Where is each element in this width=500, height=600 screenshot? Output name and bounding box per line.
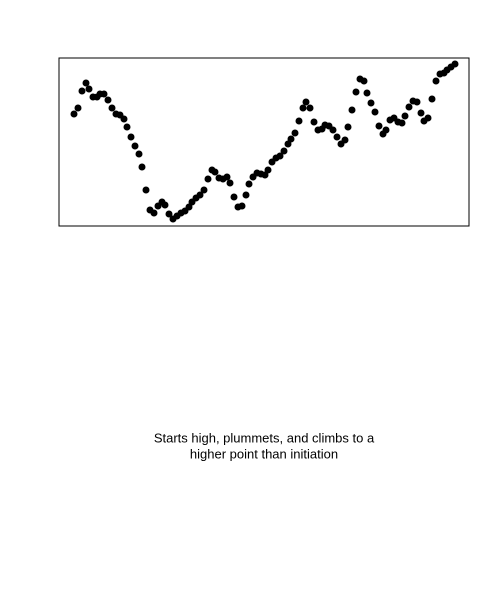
data-point [375,122,383,130]
data-point [333,133,341,141]
data-point [245,180,253,188]
data-point [78,87,86,95]
data-point [150,209,158,217]
data-point [100,90,108,98]
data-point [264,166,272,174]
data-point [291,129,299,137]
data-point [165,210,173,218]
data-point [230,193,238,201]
data-point [138,163,146,171]
data-point [104,96,112,104]
data-point [276,152,284,160]
data-point [287,135,295,143]
data-point [371,108,379,116]
data-point [82,79,90,87]
data-point [424,114,432,122]
data-point [238,202,246,210]
data-point [161,201,169,209]
data-point [382,126,390,134]
data-point [142,186,150,194]
data-point [405,103,413,111]
data-point [242,191,250,199]
plot-frame [58,57,470,227]
data-point [413,98,421,106]
data-point [451,60,459,68]
data-point [226,179,234,187]
data-point [417,109,425,117]
data-point [196,191,204,199]
data-point [432,77,440,85]
data-point [74,104,82,112]
data-point [401,112,409,120]
data-point [204,175,212,183]
data-point [223,173,231,181]
data-point [360,77,368,85]
data-point [348,106,356,114]
data-point [127,133,135,141]
caption-line: higher point than initiation [190,446,338,461]
data-point [280,147,288,155]
data-point [341,136,349,144]
data-point [398,119,406,127]
data-point [85,85,93,93]
data-point [299,104,307,112]
caption-line: Starts high, plummets, and climbs to a [154,430,375,445]
data-point [211,168,219,176]
data-point [428,95,436,103]
data-point [108,104,116,112]
data-point [70,110,78,118]
data-point [363,89,371,97]
data-point [344,123,352,131]
data-point [310,118,318,126]
data-point [306,104,314,112]
data-point [295,117,303,125]
data-point [329,126,337,134]
data-point [200,186,208,194]
data-point [120,115,128,123]
data-point [367,99,375,107]
data-point [352,88,360,96]
data-point [135,150,143,158]
data-point [302,98,310,106]
data-point [131,142,139,150]
data-point [123,123,131,131]
